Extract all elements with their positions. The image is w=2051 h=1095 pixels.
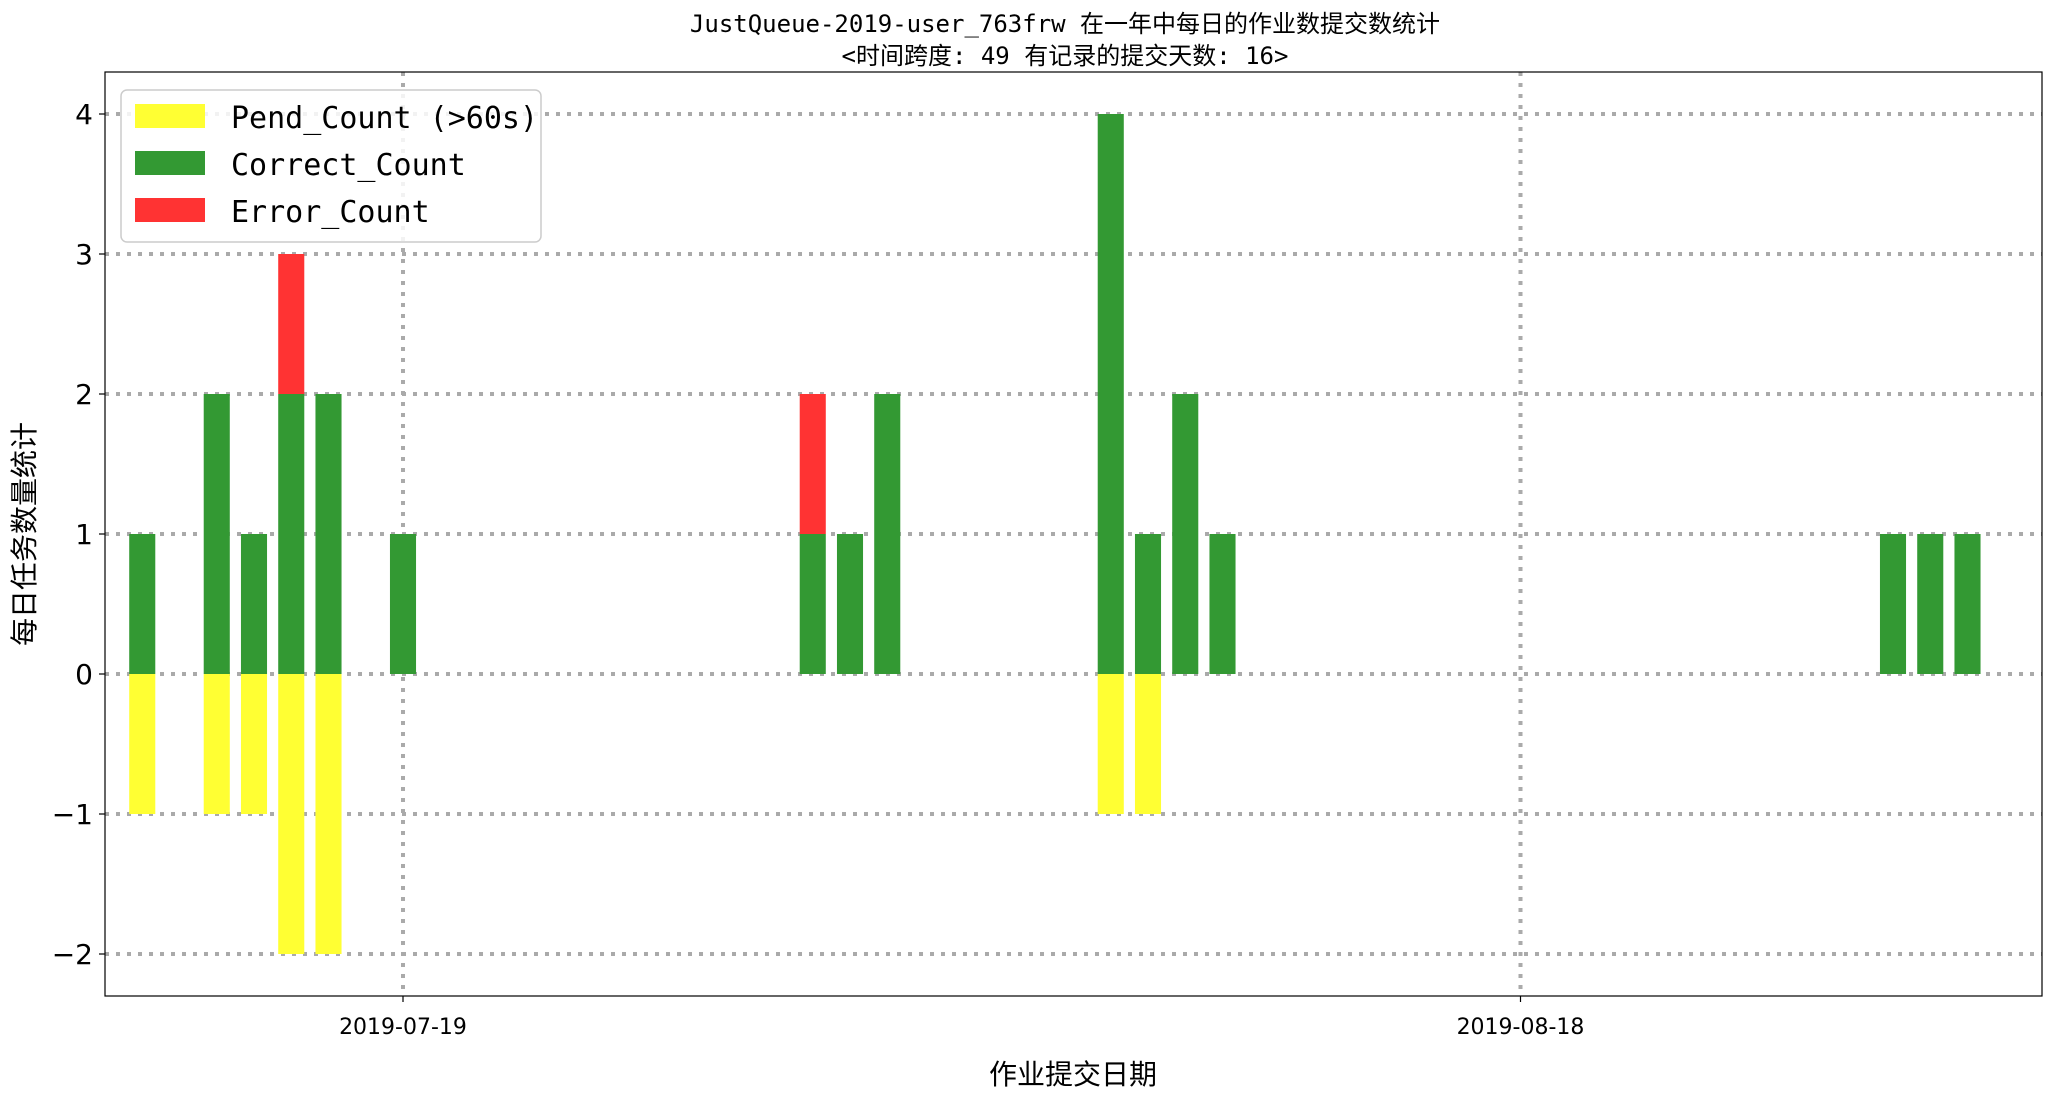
bar (389, 534, 417, 674)
bar (1209, 534, 1236, 674)
bar (203, 674, 230, 814)
bar (1134, 674, 1162, 814)
chart-subtitle: <时间跨度: 49 有记录的提交天数: 16> (842, 42, 1289, 70)
x-axis: 2019-07-19 2019-08-18 (339, 996, 1584, 1040)
x-tick-label: 2019-07-19 (339, 1015, 467, 1040)
y-tick-label: 1 (75, 518, 93, 551)
bar (278, 394, 305, 674)
bar (278, 254, 305, 394)
y-tick-label: 3 (75, 238, 93, 271)
y-tick-label: −1 (52, 798, 93, 831)
y-axis: −2 −1 0 1 2 3 4 (52, 98, 105, 971)
x-tick-label: 2019-08-18 (1457, 1015, 1585, 1040)
legend-swatch (135, 104, 205, 128)
legend-box (120, 89, 542, 243)
bar (315, 674, 342, 954)
y-tick-label: 4 (75, 98, 93, 131)
bar (278, 674, 305, 954)
x-axis-label: 作业提交日期 (989, 1058, 1157, 1091)
legend-swatch (135, 151, 205, 175)
legend-label: Error_Count (231, 195, 430, 230)
y-tick-label: 2 (75, 378, 93, 411)
bar (1954, 534, 1981, 674)
y-axis-label: 每日任务数量统计 (8, 422, 41, 646)
bar (1097, 114, 1124, 674)
bar (129, 534, 156, 674)
bar (315, 394, 342, 674)
bars (129, 114, 1981, 954)
y-tick-label: −2 (52, 938, 93, 971)
bar (1917, 534, 1944, 674)
bar (836, 534, 864, 674)
bar (240, 534, 268, 674)
legend: Pend_Count (>60s) Correct_Count Error_Coun… (120, 89, 542, 243)
bar (240, 674, 268, 814)
legend-label: Correct_Count (231, 148, 466, 183)
bar (874, 394, 901, 674)
y-tick-label: 0 (75, 658, 93, 691)
bar (799, 534, 826, 674)
bar (1879, 534, 1907, 674)
legend-swatch (135, 198, 205, 222)
bar (1134, 534, 1162, 674)
legend-label: Pend_Count (>60s) (231, 101, 538, 136)
bar (203, 394, 230, 674)
bar (799, 394, 826, 534)
chart-title: JustQueue-2019-user_763frw 在一年中每日的作业数提交数… (690, 10, 1440, 38)
bar (129, 674, 156, 814)
bar (1097, 674, 1124, 814)
bar (1172, 394, 1199, 674)
